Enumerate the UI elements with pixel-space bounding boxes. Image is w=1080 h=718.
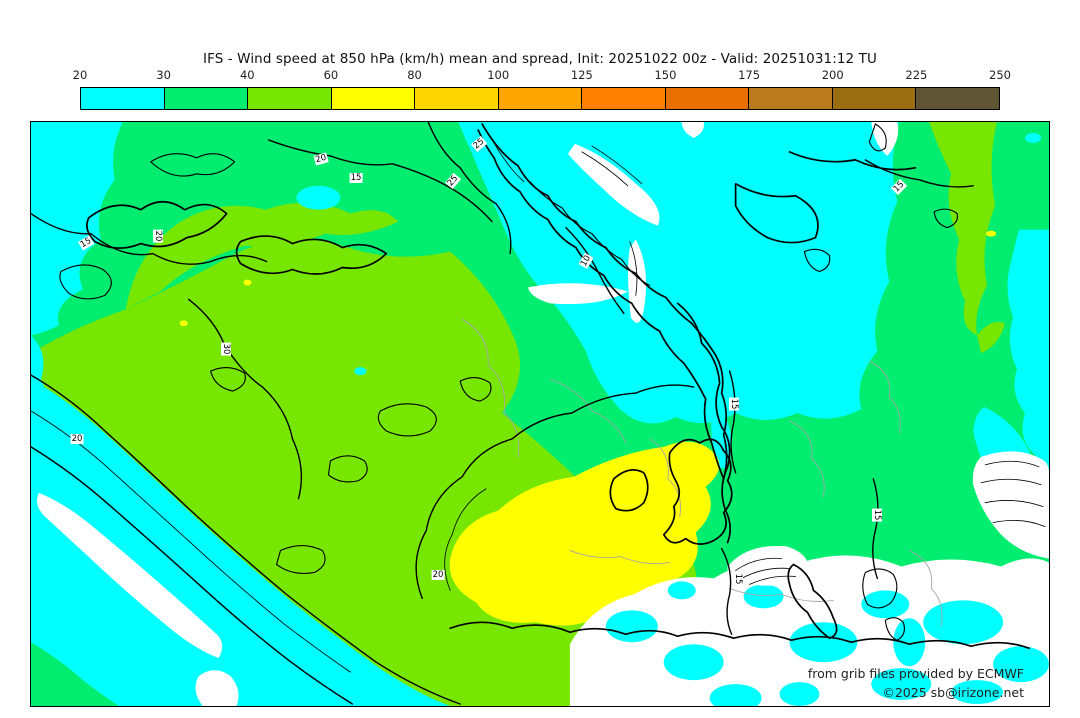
colorbar-tick-225: 225 xyxy=(905,68,928,82)
colorbar-segment-30 xyxy=(164,88,249,109)
colorbar-segment-175 xyxy=(749,88,833,109)
attribution-copyright: ©2025 sb@irizone.net xyxy=(882,685,1024,700)
colorbar-tick-175: 175 xyxy=(738,68,761,82)
colorbar-segment-60 xyxy=(331,88,416,109)
colorbar-ticks: 20 30 40 60 80 100 125 150 175 200 225 250 xyxy=(73,68,1011,83)
contour-label: 15 xyxy=(733,572,743,586)
colorbar-tick-100: 100 xyxy=(487,68,510,82)
contour-label: 30 xyxy=(221,342,231,356)
country-border-layer xyxy=(461,318,943,627)
colorbar-segment-40 xyxy=(248,88,332,109)
weather-map-svg xyxy=(31,122,1049,706)
colorbar-tick-40: 40 xyxy=(239,68,255,82)
colorbar-segment-80 xyxy=(415,88,499,109)
contour-label: 15 xyxy=(872,508,882,522)
contour-label: 15 xyxy=(729,397,739,411)
contour-label: 15 xyxy=(349,173,363,183)
colorbar-segment-100 xyxy=(498,88,583,109)
colorbar-tick-125: 125 xyxy=(570,68,593,82)
colorbar-tick-20: 20 xyxy=(72,68,88,82)
colorbar-segment-200 xyxy=(832,88,917,109)
colorbar-tick-60: 60 xyxy=(323,68,339,82)
contour-label: 20 xyxy=(70,434,84,444)
colorbar-tick-250: 250 xyxy=(989,68,1011,82)
page-title: IFS - Wind speed at 850 hPa (km/h) mean … xyxy=(203,51,877,67)
colorbar-tick-150: 150 xyxy=(654,68,677,82)
contour-label: 20 xyxy=(431,570,445,580)
colorbar-segment-125 xyxy=(582,88,666,109)
colorbar-tick-30: 30 xyxy=(156,68,171,82)
weather-map: 20 15 25 25 20 15 10 15 30 20 15 15 20 15 from grib f… xyxy=(30,121,1050,707)
contour-label: 20 xyxy=(153,229,163,243)
colorbar xyxy=(80,87,1000,110)
attribution-source: from grib files provided by ECMWF xyxy=(807,666,1024,681)
colorbar-segment-20 xyxy=(81,88,165,109)
colorbar-segment-150 xyxy=(665,88,750,109)
colorbar-segment-225 xyxy=(916,88,1000,109)
fill-layer xyxy=(31,122,1049,706)
contour-layer xyxy=(31,122,1046,705)
colorbar-tick-200: 200 xyxy=(821,68,844,82)
coastline-layer xyxy=(59,123,1030,650)
colorbar-tick-80: 80 xyxy=(407,68,422,82)
